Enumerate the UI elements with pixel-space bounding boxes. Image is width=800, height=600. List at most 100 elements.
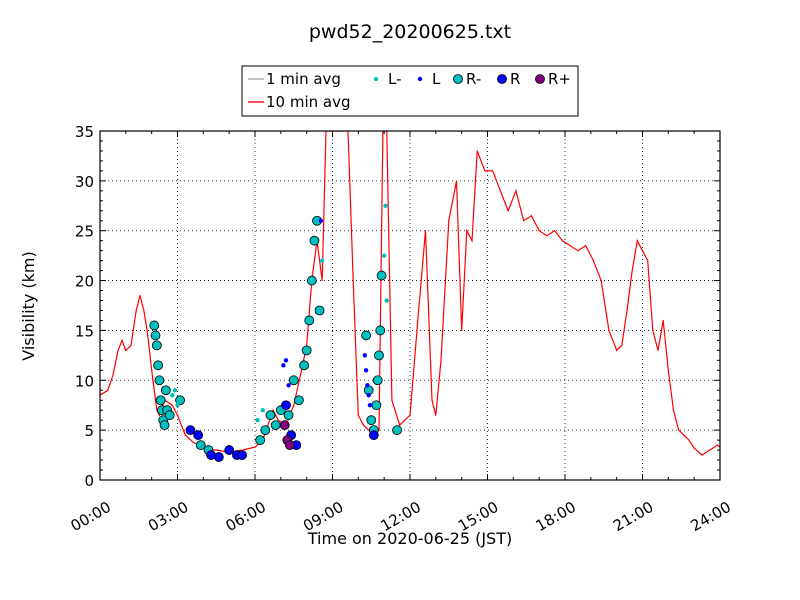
data-point-10min [471, 240, 473, 242]
marker-L [365, 383, 370, 388]
y-tick-label: 5 [84, 422, 94, 440]
marker-L [286, 383, 291, 388]
legend-label: R [510, 70, 520, 88]
y-tick-label: 0 [84, 472, 94, 490]
marker-R [281, 400, 291, 411]
data-point-10min [267, 424, 269, 426]
data-point-10min [507, 210, 509, 212]
data-point-10min [461, 329, 463, 332]
data-point-10min [709, 449, 711, 451]
marker-R [185, 425, 196, 436]
y-tick-label: 15 [75, 322, 94, 340]
legend-label: R+ [548, 70, 571, 88]
data-point-10min [499, 190, 502, 192]
data-point-10min [435, 414, 437, 416]
data-point-10min [693, 447, 695, 449]
data-point-10min [417, 319, 419, 322]
data-point-10min [130, 344, 132, 346]
data-point-10min [626, 309, 628, 312]
marker-Rminus [175, 395, 185, 406]
marker-L [362, 353, 367, 358]
marker-Rminus [154, 375, 165, 386]
data-point-10min [492, 170, 494, 172]
marker-Lminus [384, 298, 389, 303]
marker-R [193, 430, 204, 441]
data-point-10min [466, 230, 468, 232]
marker-L [366, 393, 371, 398]
marker-Rminus [255, 435, 266, 446]
data-point-10min [657, 349, 659, 351]
data-point-10min [484, 170, 486, 172]
marker-Rminus [155, 395, 166, 406]
marker-Rminus [270, 420, 281, 431]
legend-swatch-dot [373, 76, 379, 82]
legend: 1 min avg L- L R- R R+ 10 min avg [241, 65, 579, 117]
data-point-10min [701, 454, 703, 456]
data-point-10min [121, 339, 123, 341]
legend-box [241, 65, 579, 117]
y-tick-label: 35 [75, 123, 94, 141]
marker-R [213, 452, 224, 462]
marker-Rminus [283, 410, 294, 421]
data-point-10min [577, 250, 579, 252]
legend-swatch-marker [535, 74, 545, 84]
legend-label: 1 min avg [266, 70, 341, 88]
plot-area: 00:00 03:00 06:00 09:00 12:00 15:00 18:00 21:00… [68, 123, 734, 535]
chart-title: pwd52_20200625.txt [309, 21, 511, 43]
data-point-10min [176, 414, 179, 416]
data-point-10min [631, 270, 633, 272]
axes-frame [99, 130, 721, 481]
legend-swatch-marker [497, 74, 507, 84]
data-point-10min [600, 279, 602, 282]
marker-Rminus [150, 330, 161, 341]
y-axis-label: Visibility (km) [19, 251, 38, 360]
data-point-10min [641, 250, 644, 252]
data-point-10min [515, 190, 517, 192]
data-point-10min [569, 245, 571, 247]
y-tick-label: 10 [75, 372, 94, 390]
marker-Rminus [149, 320, 160, 331]
y-tick-label: 20 [75, 273, 94, 291]
marker-Rminus [376, 270, 387, 281]
series-group [100, 131, 720, 462]
marker-Rminus [371, 400, 382, 411]
marker-Lminus [170, 393, 175, 398]
data-point-10min [538, 230, 540, 232]
data-point-10min [409, 414, 411, 416]
marker-Rminus [151, 340, 162, 351]
x-tick-label: 06:00 [223, 498, 269, 535]
marker-Rminus [260, 425, 271, 436]
x-tick-label: 00:00 [68, 498, 114, 535]
data-point-10min [667, 369, 669, 371]
marker-L [281, 363, 286, 368]
data-point-10min [523, 220, 525, 222]
marker-Rminus [306, 275, 317, 286]
data-point-10min [143, 309, 145, 312]
data-point-10min [546, 235, 548, 237]
data-point-10min [362, 424, 365, 426]
x-tick-label: 24:00 [688, 498, 734, 535]
data-point-10min [647, 260, 649, 262]
data-point-10min [561, 240, 564, 242]
data-point-10min [151, 369, 153, 371]
marker-Rplus [284, 440, 295, 451]
data-point-10min [215, 449, 217, 451]
marker-Rminus [195, 440, 206, 451]
data-point-10min [652, 329, 654, 332]
marker-Rminus [301, 345, 312, 356]
marker-R [224, 445, 235, 455]
marker-Rminus [153, 360, 164, 371]
marker-Rminus [294, 395, 304, 406]
data-point-10min [158, 414, 161, 416]
marker-Lminus [172, 388, 178, 393]
x-tick-label: 21:00 [610, 498, 656, 535]
marker-Lminus [260, 408, 265, 413]
legend-label: L [432, 70, 441, 88]
marker-Rminus [392, 425, 402, 436]
data-point-10min [147, 334, 149, 337]
marker-Rminus [374, 350, 384, 361]
data-point-10min [592, 260, 595, 262]
data-point-10min [139, 294, 141, 297]
data-point-10min [357, 414, 359, 416]
